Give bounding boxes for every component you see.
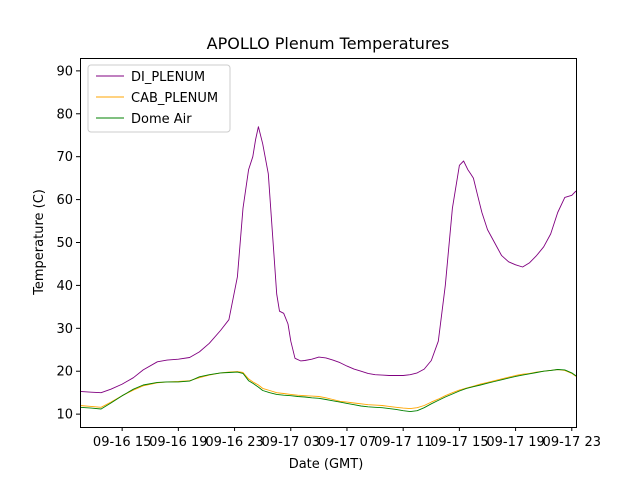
y-tick-label: 50 <box>56 236 73 251</box>
x-tick-label: 09-17 23 <box>543 435 601 450</box>
x-tick-label: 09-17 07 <box>318 435 376 450</box>
series-layer <box>79 126 577 413</box>
legend-box <box>87 64 231 133</box>
y-axis-ticks: 10 20 30 40 50 60 70 80 90 <box>56 64 80 423</box>
y-tick-label: 40 <box>56 279 73 294</box>
y-axis-label: Temperature (C) <box>32 189 47 296</box>
series-line-di-plenum <box>79 126 577 394</box>
legend: DI_PLENUM CAB_PLENUM Dome Air <box>87 64 231 133</box>
x-tick-label: 09-17 15 <box>430 435 488 450</box>
x-tick-label: 09-17 11 <box>374 435 432 450</box>
y-tick-label: 80 <box>56 107 73 122</box>
x-tick-label: 09-17 03 <box>262 435 320 450</box>
legend-label-cab-plenum: CAB_PLENUM <box>131 91 218 106</box>
y-tick-label: 10 <box>56 408 73 423</box>
legend-label-dome-air: Dome Air <box>131 112 192 127</box>
chart-title: APOLLO Plenum Temperatures <box>207 34 450 53</box>
y-tick-label: 30 <box>56 322 73 337</box>
legend-label-di-plenum: DI_PLENUM <box>131 70 205 85</box>
x-tick-label: 09-16 15 <box>93 435 151 450</box>
x-axis-label: Date (GMT) <box>289 457 364 472</box>
series-line-dome-air <box>79 369 577 413</box>
plot-frame <box>80 58 577 428</box>
x-tick-label: 09-16 23 <box>205 435 263 450</box>
x-tick-label: 09-16 19 <box>149 435 207 450</box>
y-tick-label: 20 <box>56 365 73 380</box>
series-line-cab-plenum <box>79 369 577 410</box>
y-tick-label: 70 <box>56 150 73 165</box>
x-tick-label: 09-17 19 <box>486 435 544 450</box>
y-tick-label: 90 <box>56 64 73 79</box>
y-tick-label: 60 <box>56 193 73 208</box>
